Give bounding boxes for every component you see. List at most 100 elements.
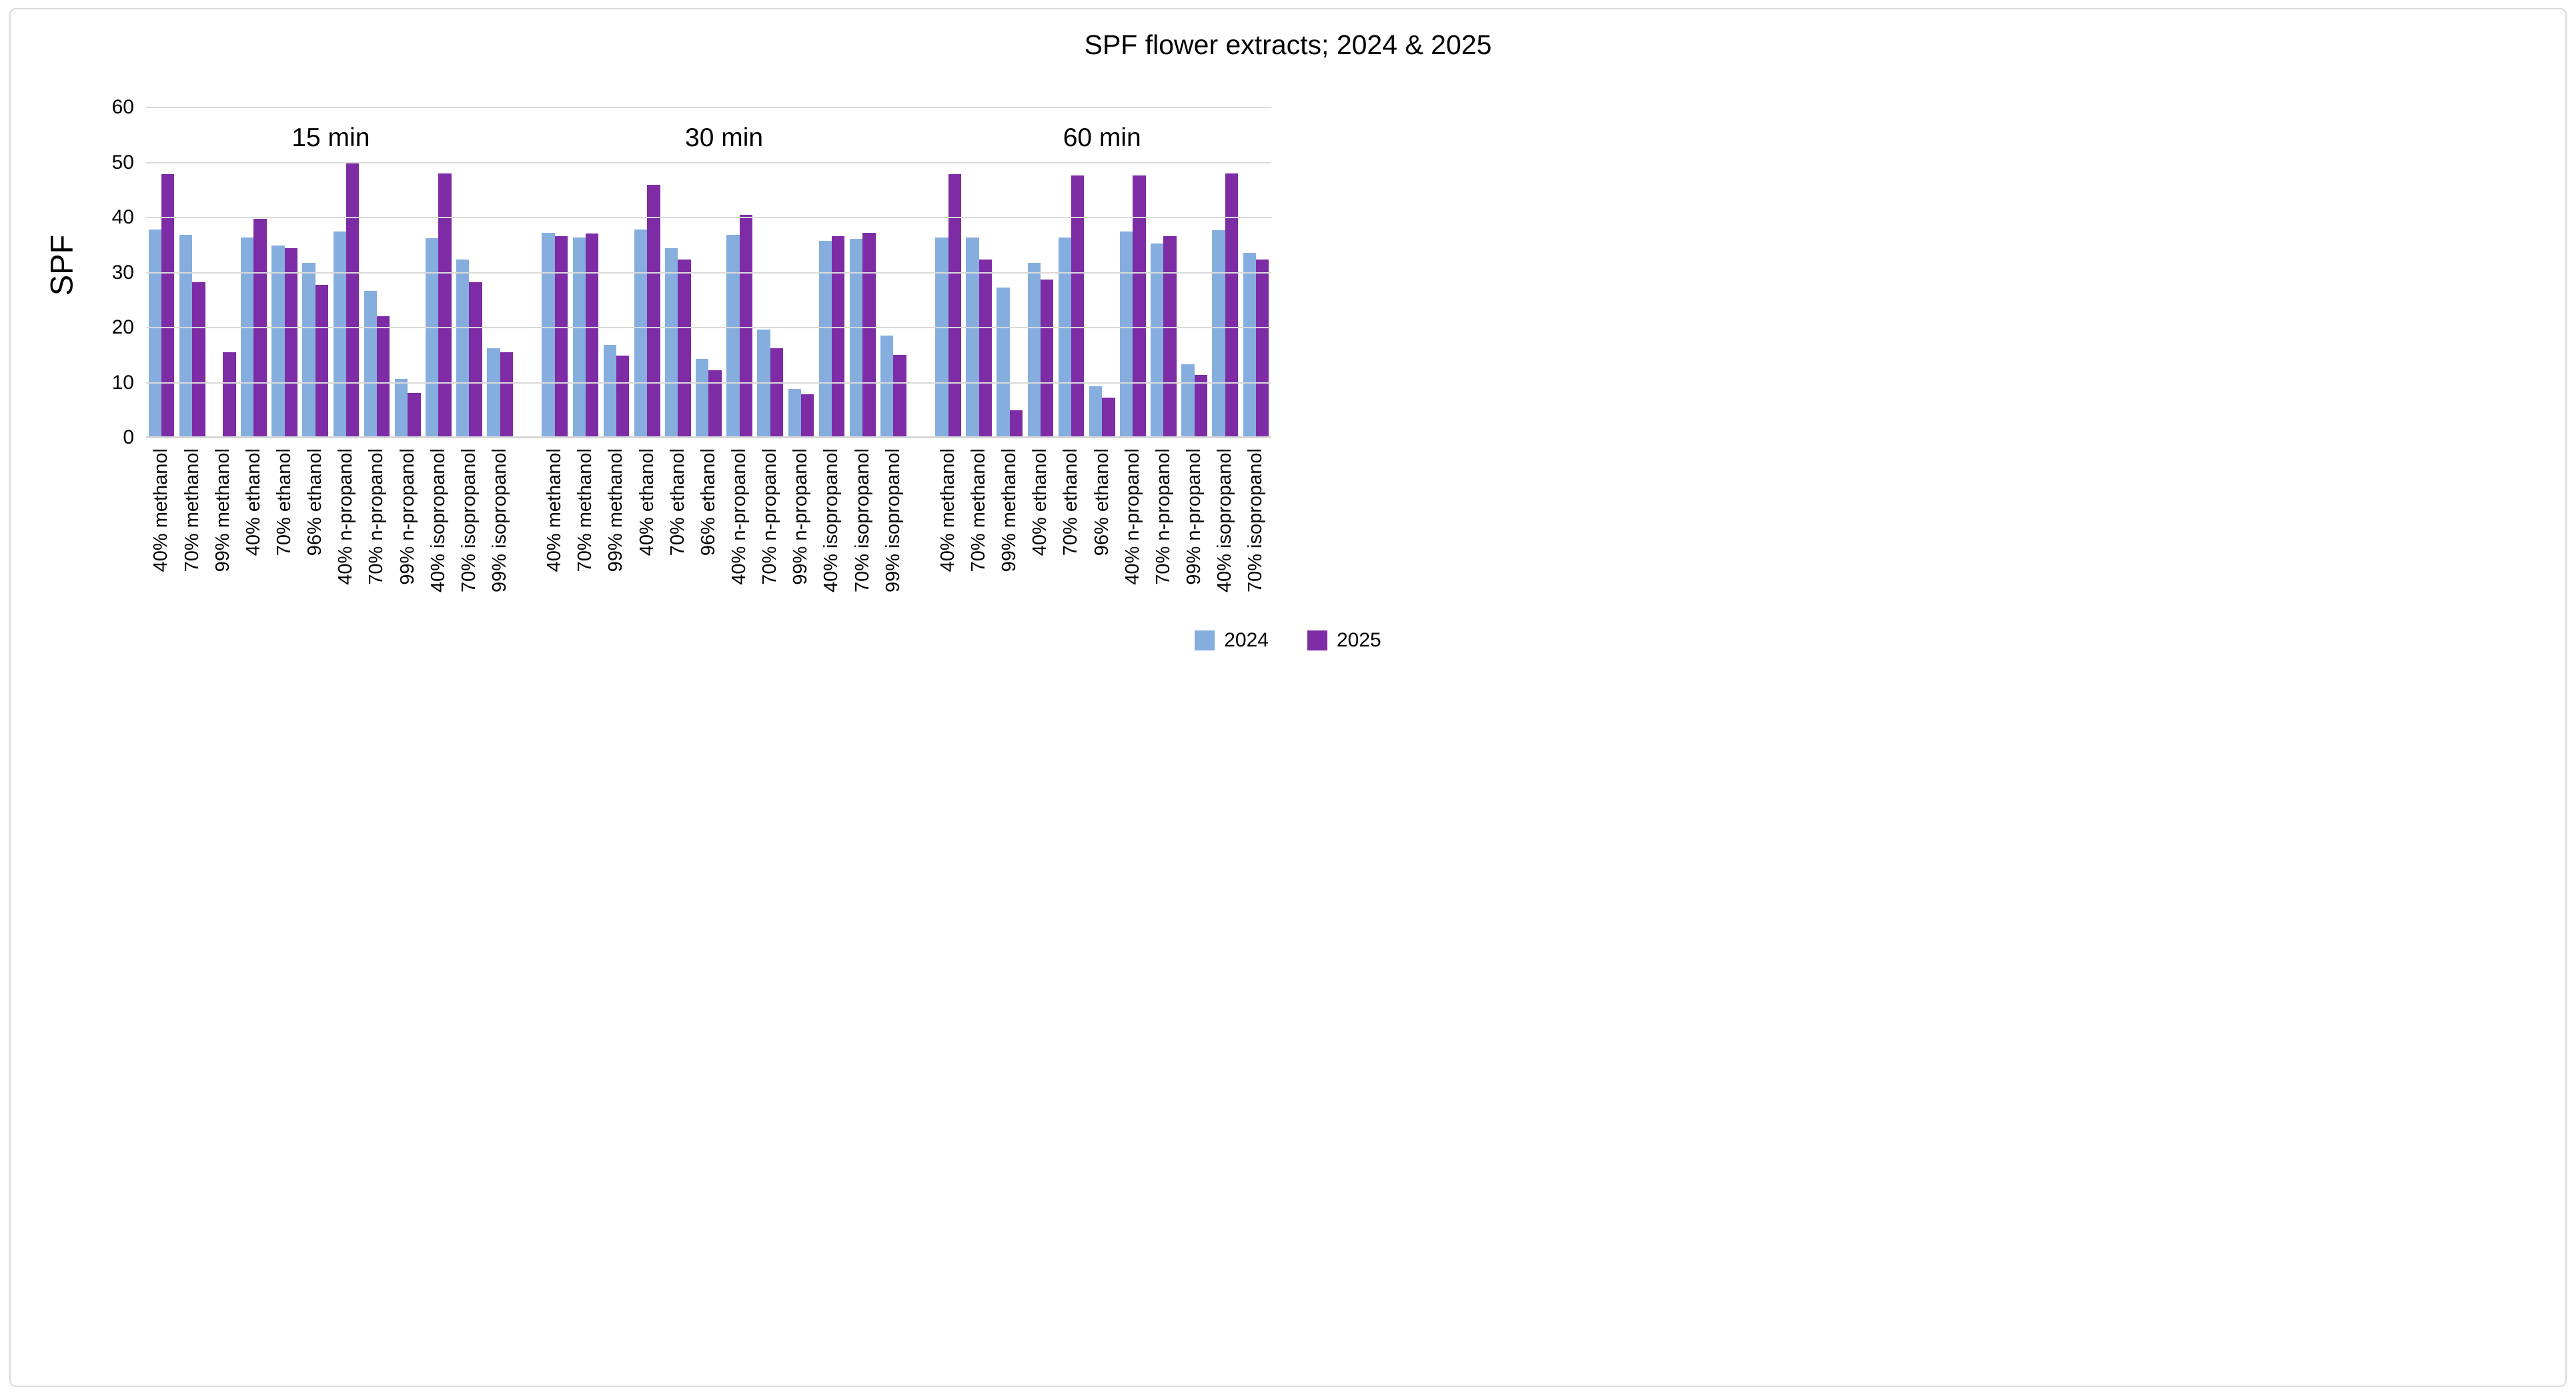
x-label-cell: 99% methanol	[995, 448, 1025, 605]
bar-2025-99-n-propanol	[800, 394, 814, 438]
bar-2025-40-n-propanol	[739, 214, 752, 438]
bar-2024-70-methanol	[572, 237, 586, 438]
slot-15-min-40-n-propanol	[331, 107, 362, 438]
x-label-cell: 70% isopropanol	[1241, 448, 1271, 605]
plot-area: 15 min 30 min 60 min	[146, 107, 1271, 438]
slot-30-min-99-isopropanol	[878, 107, 908, 438]
bar-2024-99-n-propanol	[1181, 364, 1195, 438]
x-label-cell: 70% methanol	[964, 448, 995, 605]
bar-2025-99-n-propanol	[408, 393, 421, 438]
x-label-cell: 70% ethanol	[662, 448, 693, 605]
group-label-60-min: 60 min	[1063, 123, 1141, 152]
slot-15-min-70-isopropanol	[454, 107, 484, 438]
x-tick-label: 40% ethanol	[242, 448, 264, 556]
bar-2024-99-methanol	[997, 287, 1010, 438]
bar-2025-40-n-propanol	[346, 162, 360, 438]
x-label-cell: 40% isopropanol	[423, 448, 454, 605]
slot-15-min-40-methanol	[146, 107, 177, 438]
x-tick-label: 40% n-propanol	[1121, 448, 1143, 585]
gridline-20	[146, 327, 1271, 329]
slot-60-min-70-ethanol	[1056, 107, 1087, 438]
legend-label-2025: 2025	[1337, 629, 1381, 651]
bar-2025-99-methanol	[616, 356, 630, 438]
x-label-cell: 96% ethanol	[1087, 448, 1117, 605]
slot-60-min-70-methanol	[964, 107, 995, 438]
x-label-cell: 40% n-propanol	[1117, 448, 1148, 605]
bar-2024-40-ethanol	[1027, 262, 1041, 438]
bar-2025-70-ethanol	[284, 248, 297, 438]
bar-2024-99-methanol	[603, 345, 617, 438]
gridline-10	[146, 382, 1271, 384]
gridline-60	[146, 107, 1271, 108]
x-label-group-30-min: 40% methanol 70% methanol 99% methanol 40% …	[540, 448, 909, 605]
x-label-cell: 70% methanol	[177, 448, 207, 605]
bar-2025-70-n-propanol	[770, 348, 784, 438]
bar-2025-70-isopropanol	[1255, 259, 1269, 438]
bar-2024-40-isopropanol	[1212, 229, 1225, 438]
y-tick-label-60: 60	[111, 96, 134, 118]
slot-15-min-99-methanol	[207, 107, 238, 438]
slot-15-min-96-ethanol	[300, 107, 331, 438]
bar-2025-40-methanol	[161, 173, 175, 438]
bar-2024-99-n-propanol	[788, 389, 801, 438]
bar-2025-70-methanol	[585, 233, 599, 438]
bar-2024-40-isopropanol	[425, 238, 439, 438]
slot-30-min-96-ethanol	[693, 107, 724, 438]
bar-2024-70-ethanol	[664, 248, 678, 438]
x-label-cell: 99% methanol	[207, 448, 238, 605]
x-label-cell: 70% n-propanol	[1148, 448, 1179, 605]
x-tick-label: 96% ethanol	[697, 448, 719, 556]
bar-2024-40-n-propanol	[1119, 231, 1133, 438]
x-label-cell: 40% n-propanol	[724, 448, 755, 605]
slot-60-min-40-methanol	[932, 107, 963, 438]
x-tick-label: 40% n-propanol	[335, 448, 357, 585]
slot-30-min-70-methanol	[570, 107, 601, 438]
bar-2024-40-methanol	[148, 229, 162, 438]
x-tick-label: 70% isopropanol	[851, 448, 873, 593]
x-tick-label: 99% methanol	[211, 448, 233, 572]
x-tick-label: 40% ethanol	[1029, 448, 1051, 556]
slot-30-min-99-methanol	[601, 107, 632, 438]
slot-60-min-70-isopropanol	[1241, 107, 1271, 438]
y-tick-label-30: 30	[111, 261, 134, 284]
bar-2025-40-methanol	[554, 236, 568, 438]
x-tick-label: 70% n-propanol	[759, 448, 781, 585]
slot-15-min-40-isopropanol	[423, 107, 454, 438]
bar-2024-40-methanol	[542, 233, 555, 438]
bar-2025-99-methanol	[223, 352, 236, 438]
chart-frame	[9, 8, 2567, 1387]
x-tick-label: 40% ethanol	[636, 448, 658, 556]
gridline-30	[146, 272, 1271, 274]
group-label-15-min: 15 min	[291, 123, 370, 152]
x-label-cell: 99% isopropanol	[485, 448, 516, 605]
x-tick-label: 70% ethanol	[1060, 448, 1082, 556]
slot-30-min-40-methanol	[540, 107, 570, 438]
x-label-cell: 40% ethanol	[632, 448, 662, 605]
x-tick-label: 70% n-propanol	[366, 448, 388, 585]
x-axis-tick-labels: 40% methanol 70% methanol 99% methanol 40% …	[146, 448, 1271, 605]
legend-item-2025: 2025	[1307, 629, 1381, 652]
x-label-cell: 70% isopropanol	[847, 448, 878, 605]
bar-2024-70-isopropanol	[1243, 252, 1256, 438]
bar-2025-70-methanol	[192, 282, 205, 438]
bar-2025-96-ethanol	[1102, 397, 1115, 438]
x-label-cell: 70% isopropanol	[454, 448, 484, 605]
x-label-cell: 70% ethanol	[1056, 448, 1087, 605]
bar-2025-70-methanol	[979, 259, 993, 438]
x-label-cell: 96% ethanol	[693, 448, 724, 605]
bar-2025-40-ethanol	[647, 185, 660, 438]
y-tick-label-10: 10	[111, 371, 134, 394]
legend-swatch-2025	[1307, 630, 1327, 650]
slot-60-min-99-methanol	[995, 107, 1025, 438]
x-label-cell: 96% ethanol	[300, 448, 331, 605]
bar-2024-70-ethanol	[271, 246, 285, 438]
slot-60-min-96-ethanol	[1087, 107, 1117, 438]
x-tick-label: 70% ethanol	[273, 448, 295, 556]
x-label-cell: 99% isopropanol	[878, 448, 908, 605]
bar-2024-70-n-propanol	[364, 290, 378, 438]
bar-2025-40-isopropanol	[1225, 173, 1239, 438]
x-label-cell: 40% ethanol	[238, 448, 269, 605]
bar-2024-70-methanol	[179, 234, 193, 438]
x-tick-label: 96% ethanol	[304, 448, 326, 556]
slot-15-min-70-methanol	[177, 107, 207, 438]
